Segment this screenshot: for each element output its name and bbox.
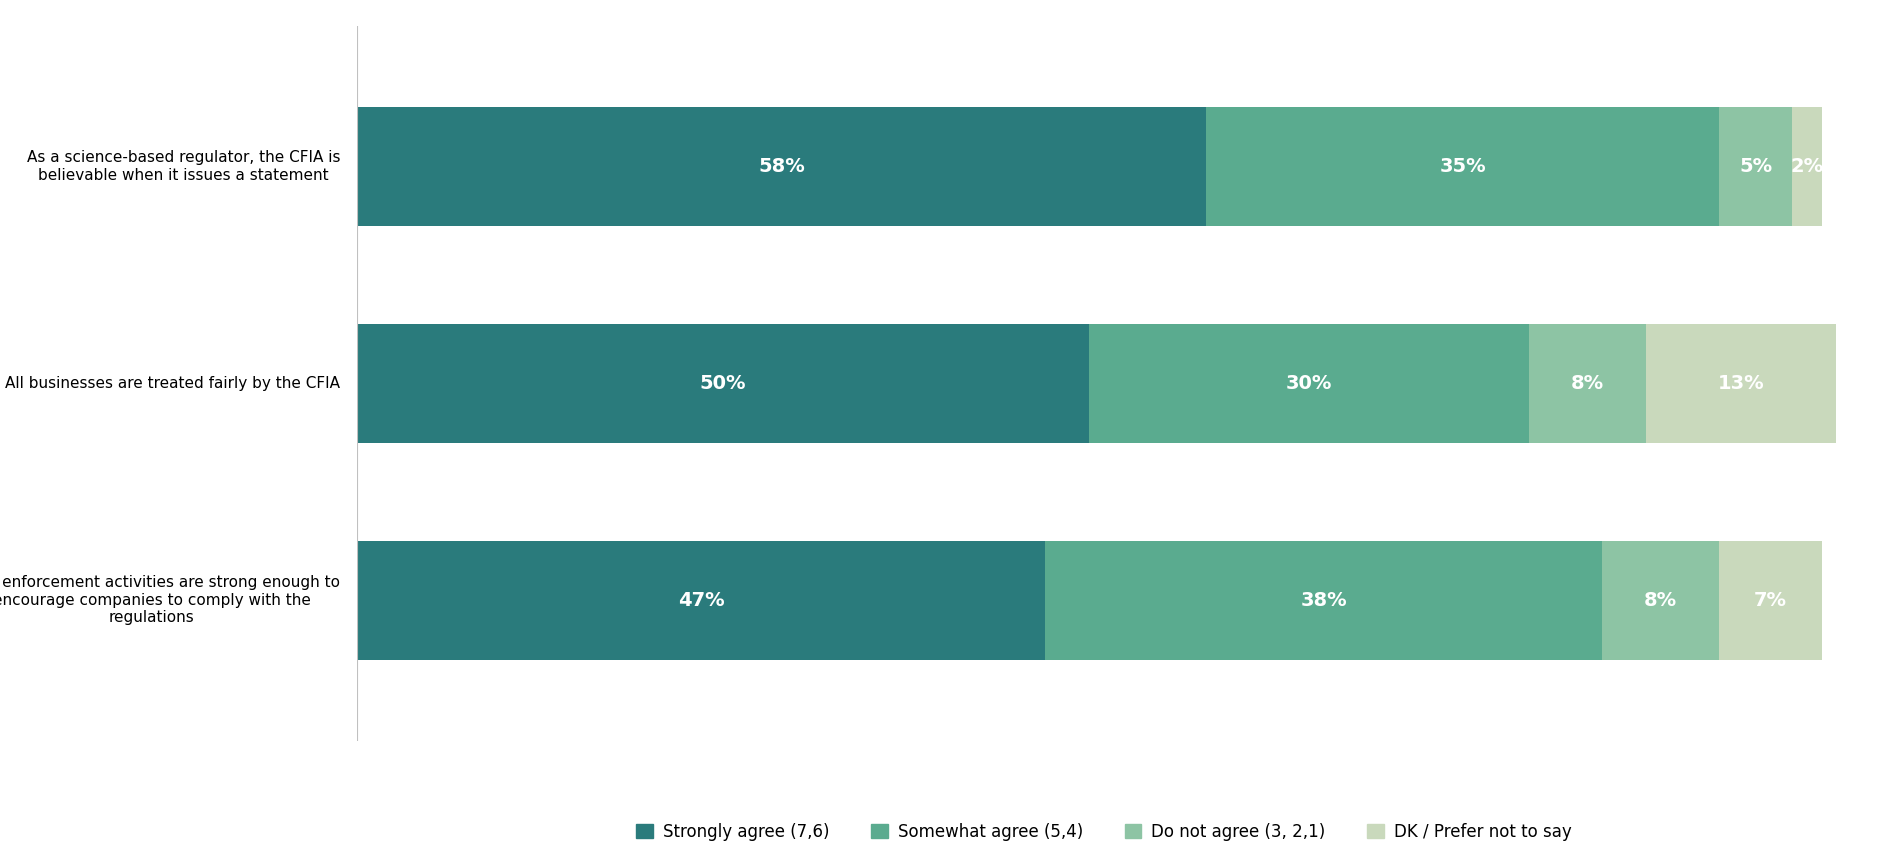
Text: 13%: 13% bbox=[1717, 374, 1764, 393]
Text: 50%: 50% bbox=[699, 374, 746, 393]
Text: 8%: 8% bbox=[1644, 590, 1676, 610]
Text: 2%: 2% bbox=[1791, 157, 1823, 176]
Bar bbox=[1530, 324, 1646, 443]
Bar bbox=[1793, 106, 1821, 226]
Text: 38%: 38% bbox=[1300, 590, 1347, 610]
Bar bbox=[1719, 106, 1793, 226]
Bar bbox=[1646, 324, 1836, 443]
Bar bbox=[1719, 541, 1821, 660]
Text: 30%: 30% bbox=[1285, 374, 1332, 393]
Bar bbox=[357, 324, 1090, 443]
Text: 47%: 47% bbox=[678, 590, 725, 610]
Text: 5%: 5% bbox=[1740, 157, 1772, 176]
Text: 35%: 35% bbox=[1439, 157, 1486, 176]
Bar bbox=[1206, 106, 1719, 226]
Bar bbox=[1045, 541, 1601, 660]
Legend: Strongly agree (7,6), Somewhat agree (5,4), Do not agree (3, 2,1), DK / Prefer n: Strongly agree (7,6), Somewhat agree (5,… bbox=[629, 816, 1578, 848]
Text: 7%: 7% bbox=[1753, 590, 1787, 610]
Text: 8%: 8% bbox=[1571, 374, 1605, 393]
Bar bbox=[357, 106, 1206, 226]
Bar bbox=[1090, 324, 1530, 443]
Bar bbox=[1601, 541, 1719, 660]
Text: 58%: 58% bbox=[759, 157, 804, 176]
Bar bbox=[357, 541, 1045, 660]
